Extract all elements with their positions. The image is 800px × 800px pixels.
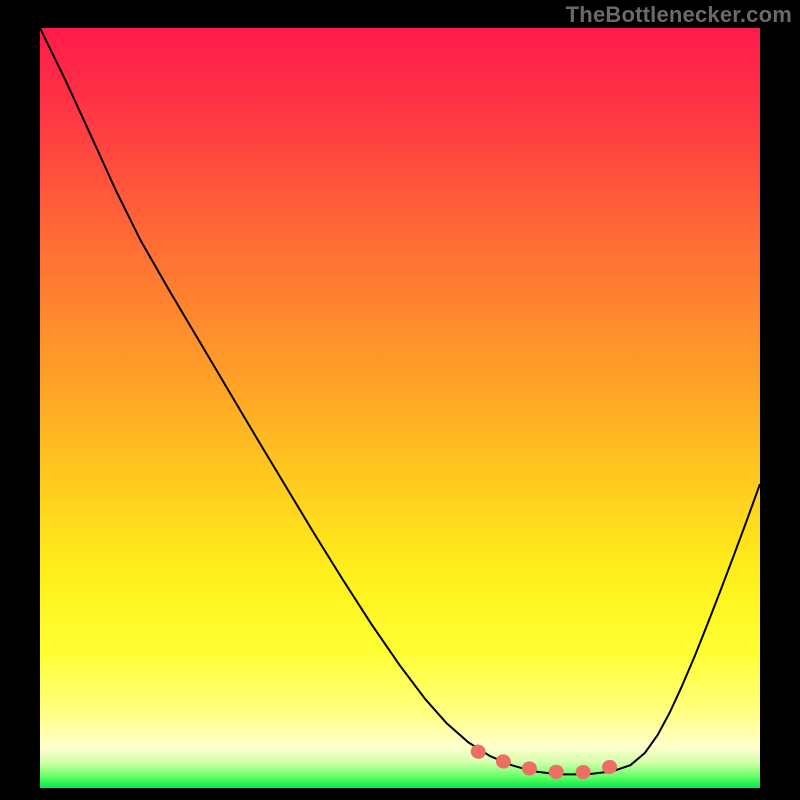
gradient-background	[40, 28, 760, 788]
chart-canvas: TheBottlenecker.com	[0, 0, 800, 800]
plot-area	[40, 28, 760, 788]
watermark-text: TheBottlenecker.com	[566, 2, 792, 28]
plot-svg	[40, 28, 760, 788]
